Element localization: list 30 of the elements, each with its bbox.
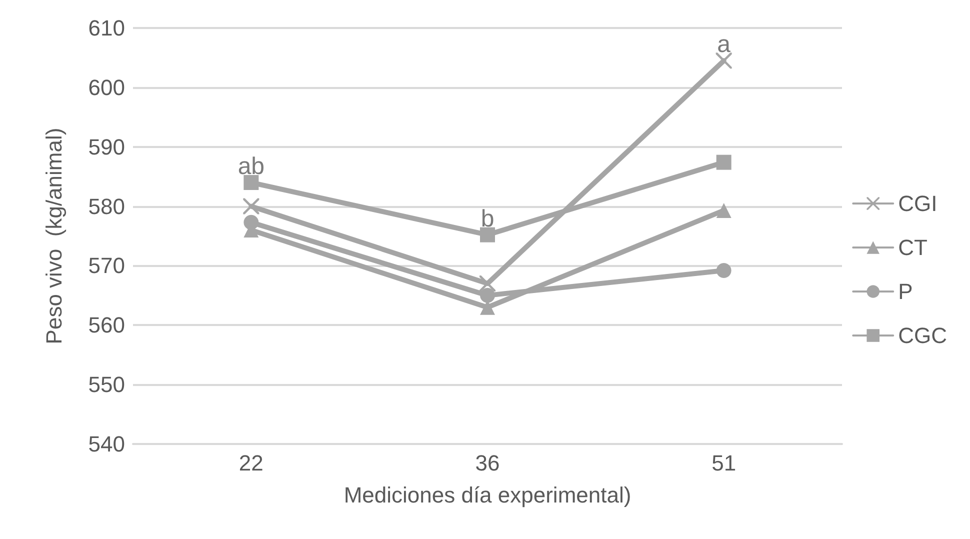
y-tick-label: 610 — [88, 16, 125, 40]
point — [480, 276, 496, 292]
point — [716, 52, 732, 69]
y-tick-label: 540 — [88, 432, 125, 456]
y-tick-label: 590 — [88, 134, 125, 160]
x-tick-label: 22 — [238, 450, 264, 476]
y-axis-title: Peso vivo (kg/animal) — [42, 128, 66, 344]
y-tick-label: 580 — [88, 194, 125, 219]
point — [244, 214, 259, 230]
point — [243, 198, 260, 214]
point — [716, 154, 732, 170]
x-tick-label: 36 — [475, 450, 500, 476]
point — [480, 288, 495, 303]
y-tick-label: 570 — [88, 253, 125, 278]
legend-label: P — [898, 279, 913, 304]
y-tick-label: 600 — [88, 74, 125, 100]
point — [716, 202, 732, 218]
annotation: ab — [238, 153, 265, 180]
annotation: b — [480, 205, 494, 232]
x-axis-title: Mediciones día experimental) — [344, 482, 632, 508]
annotation: a — [717, 31, 732, 58]
legend-label: CGI — [898, 191, 938, 216]
y-tick-label: 560 — [88, 312, 125, 338]
point — [480, 227, 495, 242]
point — [716, 262, 732, 278]
legend-label: CGC — [898, 323, 948, 348]
x-tick-label: 51 — [712, 450, 736, 476]
point — [244, 175, 259, 190]
legend-label: CT — [898, 235, 928, 260]
y-tick-label: 550 — [88, 372, 125, 398]
